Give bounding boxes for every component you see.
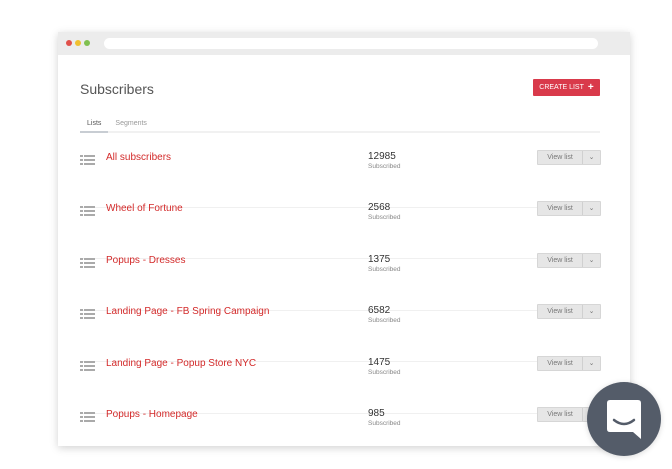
- page-title: Subscribers: [80, 81, 154, 97]
- view-list-button-group: View list ⌄: [537, 304, 601, 319]
- chevron-down-icon[interactable]: ⌄: [588, 205, 595, 212]
- minimize-dot-icon[interactable]: [75, 40, 81, 46]
- maximize-dot-icon[interactable]: [84, 40, 90, 46]
- close-dot-icon[interactable]: [66, 40, 72, 46]
- subscribed-label: Subscribed: [368, 266, 401, 273]
- view-list-button[interactable]: View list: [538, 151, 583, 164]
- tabs: Lists Segments: [80, 118, 600, 133]
- view-list-button-group: View list ⌄: [537, 201, 601, 216]
- subscribed-label: Subscribed: [368, 369, 401, 376]
- subscriber-count: 12985: [368, 151, 396, 162]
- list-icon: [80, 412, 95, 423]
- list-name-link[interactable]: Popups - Homepage: [106, 409, 198, 420]
- chevron-down-icon[interactable]: ⌄: [588, 154, 595, 161]
- subscriber-count: 2568: [368, 202, 391, 213]
- list-row: Landing Page - Popup Store NYC 1475 Subs…: [80, 356, 601, 414]
- subscriber-count: 1375: [368, 254, 391, 265]
- list-name-link[interactable]: Wheel of Fortune: [106, 203, 183, 214]
- subscriber-count: 6582: [368, 305, 391, 316]
- view-list-button-group: View list ⌄: [537, 150, 601, 165]
- chat-icon: [607, 400, 641, 439]
- subscribed-label: Subscribed: [368, 163, 401, 170]
- chat-widget-button[interactable]: [587, 382, 661, 456]
- list-icon: [80, 206, 95, 217]
- chevron-down-icon[interactable]: ⌄: [588, 257, 595, 264]
- list-row: Popups - Dresses 1375 Subscribed View li…: [80, 253, 601, 311]
- chevron-down-icon[interactable]: ⌄: [588, 308, 595, 315]
- view-list-button[interactable]: View list: [538, 408, 583, 421]
- view-list-button[interactable]: View list: [538, 202, 583, 215]
- list-name-link[interactable]: Landing Page - FB Spring Campaign: [106, 306, 270, 317]
- subscribed-label: Subscribed: [368, 420, 401, 427]
- subscribed-label: Subscribed: [368, 317, 401, 324]
- create-list-button[interactable]: CREATE LIST +: [533, 79, 600, 96]
- list-row: Wheel of Fortune 2568 Subscribed View li…: [80, 201, 601, 259]
- view-list-button-group: View list ⌄: [537, 356, 601, 371]
- list-icon: [80, 309, 95, 320]
- address-bar[interactable]: [104, 38, 598, 49]
- list-row: All subscribers 12985 Subscribed View li…: [80, 150, 601, 208]
- view-list-button[interactable]: View list: [538, 357, 583, 370]
- plus-icon: +: [587, 82, 594, 93]
- list-icon: [80, 155, 95, 166]
- list-name-link[interactable]: Landing Page - Popup Store NYC: [106, 358, 257, 369]
- view-list-button-group: View list ⌄: [537, 253, 601, 268]
- tab-lists[interactable]: Lists: [80, 118, 109, 133]
- create-list-label: CREATE LIST: [539, 84, 584, 91]
- browser-titlebar: [58, 32, 630, 55]
- chevron-down-icon[interactable]: ⌄: [588, 360, 595, 367]
- list-row: Landing Page - FB Spring Campaign 6582 S…: [80, 304, 601, 362]
- list-icon: [80, 361, 95, 372]
- list-name-link[interactable]: All subscribers: [106, 152, 172, 163]
- list-name-link[interactable]: Popups - Dresses: [106, 255, 186, 266]
- tab-segments[interactable]: Segments: [115, 120, 147, 127]
- subscriber-count: 985: [368, 408, 385, 419]
- list-row: Popups - Homepage 985 Subscribed View li…: [80, 407, 601, 446]
- view-list-button[interactable]: View list: [538, 254, 583, 267]
- view-list-button[interactable]: View list: [538, 305, 583, 318]
- subscriber-count: 1475: [368, 357, 391, 368]
- subscribed-label: Subscribed: [368, 214, 401, 221]
- list-icon: [80, 258, 95, 269]
- browser-window: Subscribers CREATE LIST + Lists Segments …: [58, 32, 630, 446]
